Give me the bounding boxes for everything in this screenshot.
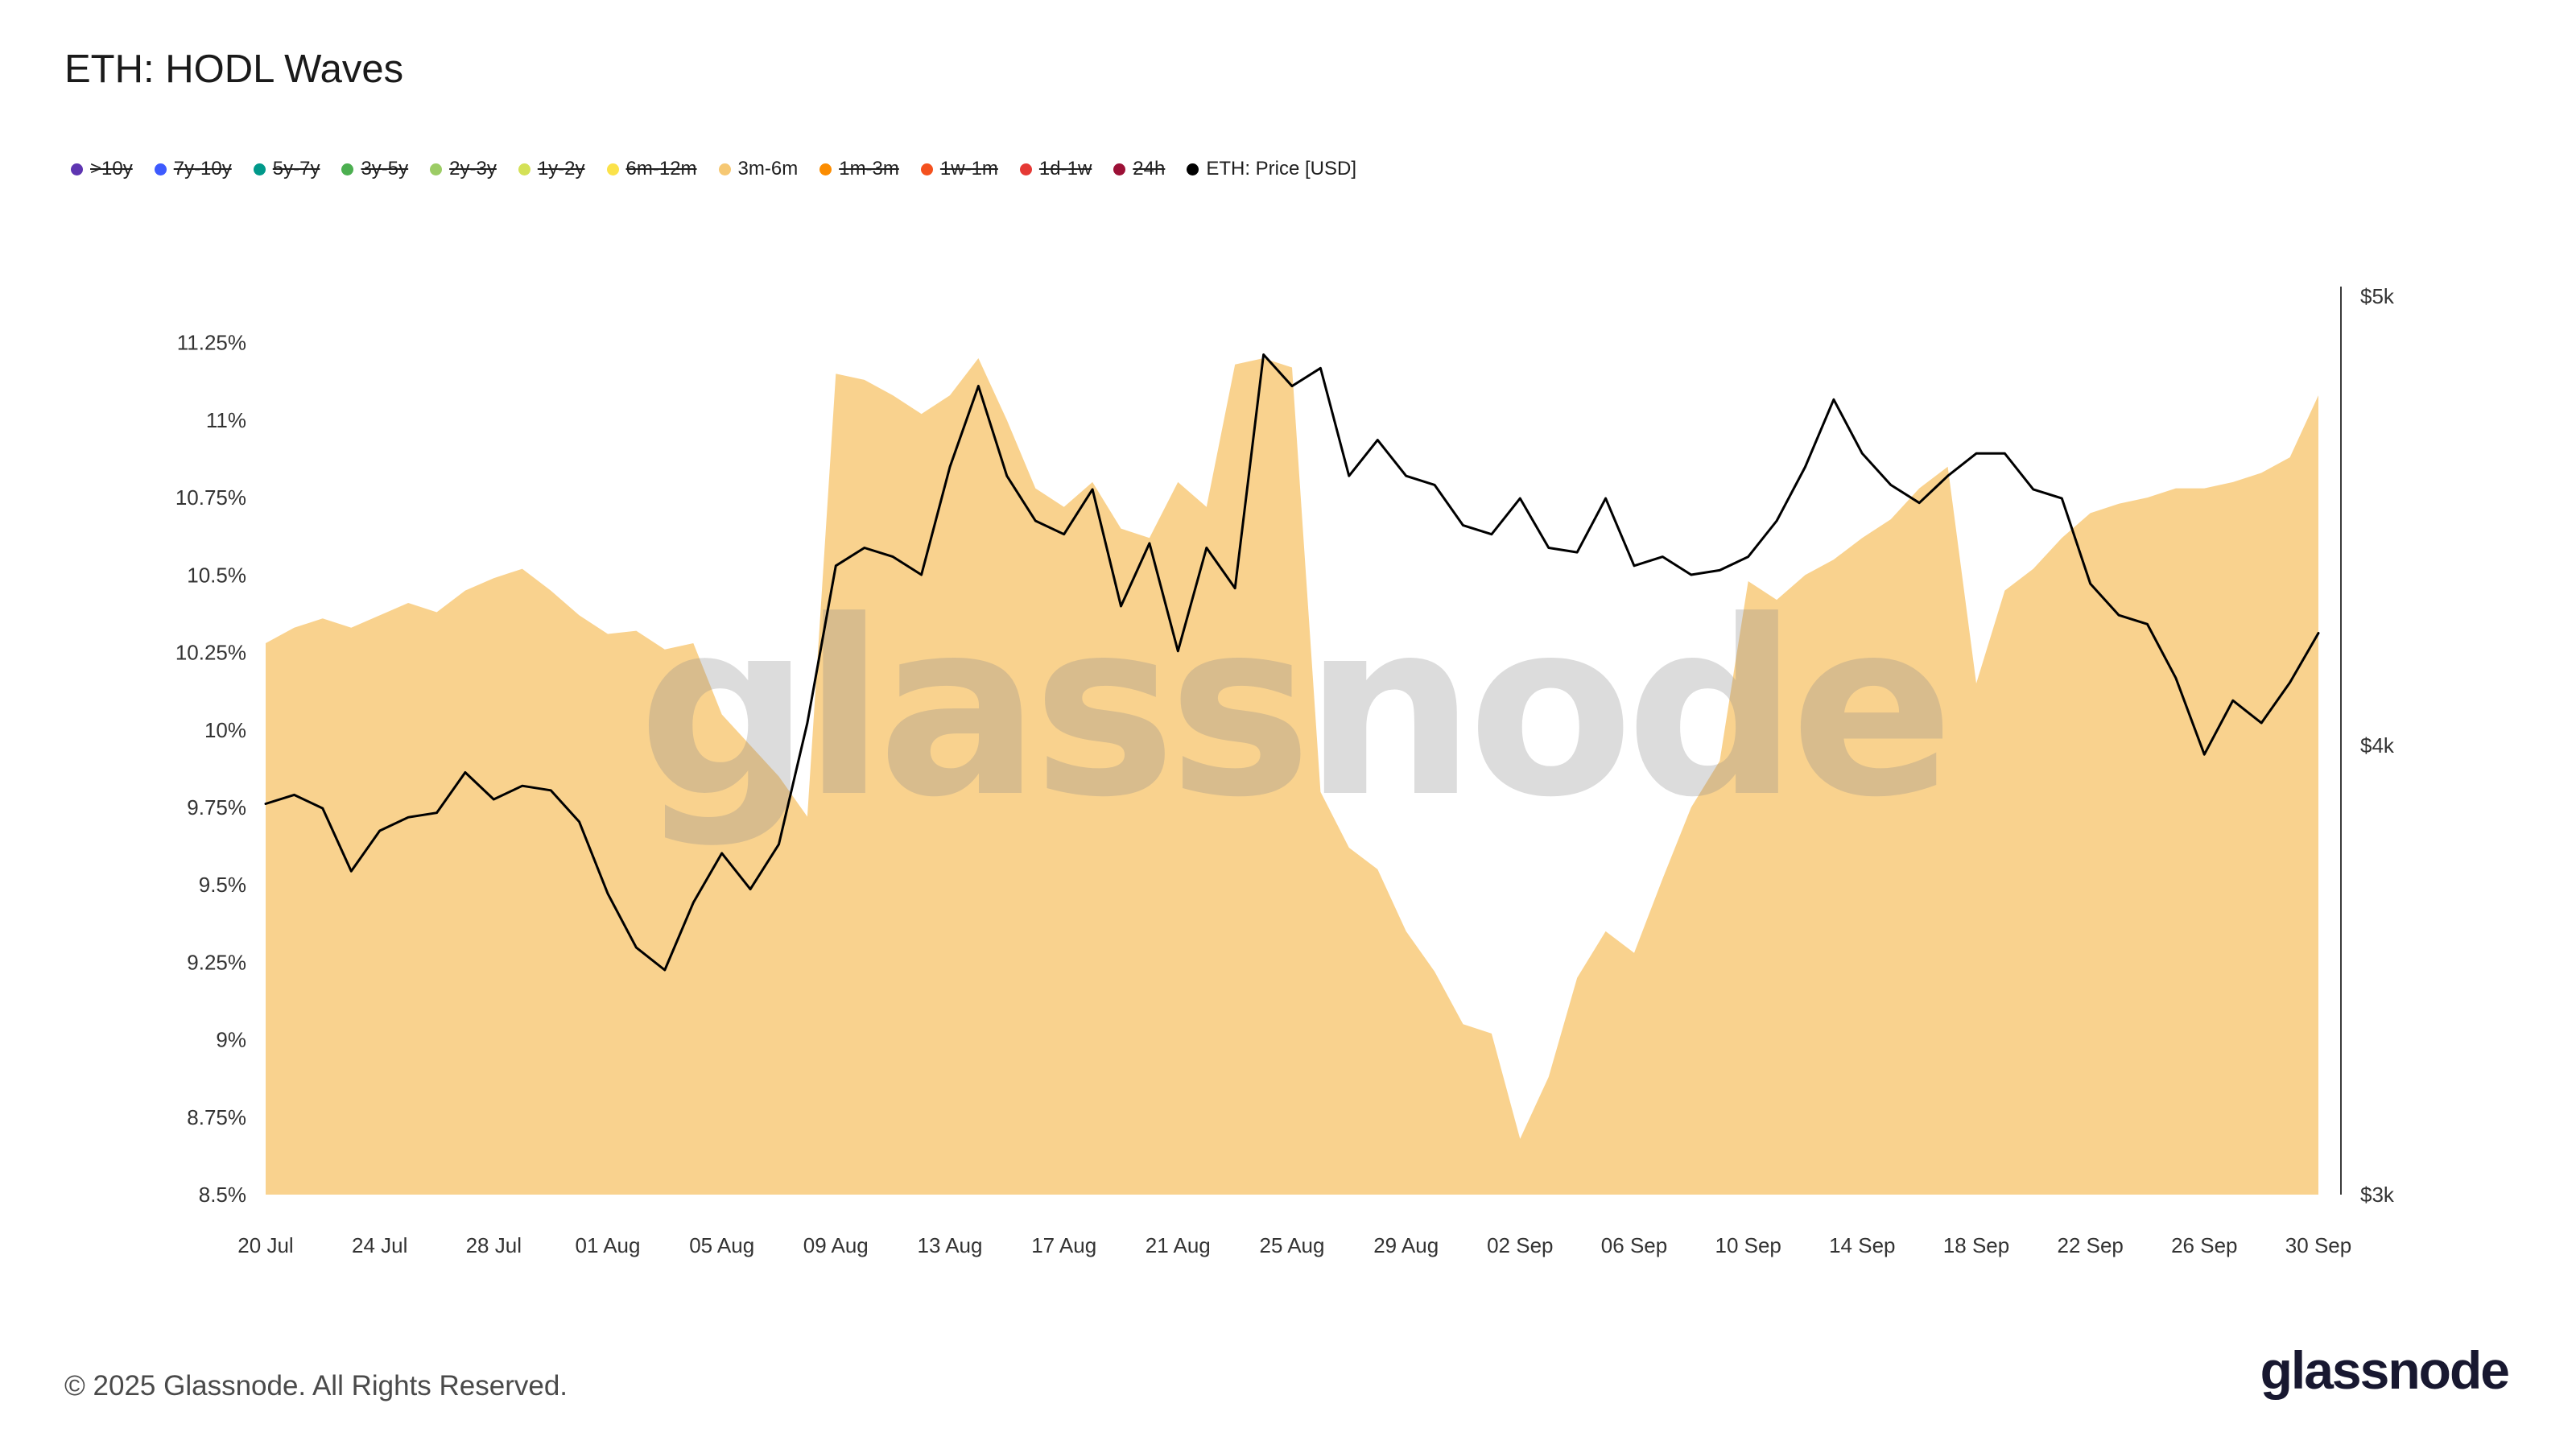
y-axis-right-tick-label: $5k [2360, 284, 2395, 308]
x-axis-tick-label: 21 Aug [1146, 1233, 1211, 1257]
y-axis-left-tick-label: 11% [206, 408, 246, 432]
x-axis-tick-label: 18 Sep [1943, 1233, 2009, 1257]
legend-label: 1m-3m [839, 158, 899, 180]
eth-price-line [264, 353, 2320, 972]
legend-label: 5y-7y [272, 158, 320, 180]
legend-item-6m-12m[interactable]: 6m-12m [606, 158, 697, 180]
legend-item-eth-price-usd[interactable]: ETH: Price [USD] [1187, 158, 1356, 180]
legend-color-dot-icon [1113, 163, 1126, 175]
legend-label: 7y-10y [173, 158, 232, 180]
legend-label: 1w-1m [939, 158, 998, 180]
x-axis-tick-label: 24 Jul [352, 1233, 407, 1257]
legend-label: 24h [1133, 158, 1166, 180]
legend-item-24h[interactable]: 24h [1113, 158, 1165, 180]
x-axis-tick-label: 17 Aug [1031, 1233, 1096, 1257]
legend-item-1m-3m[interactable]: 1m-3m [819, 158, 899, 180]
y-axis-left-tick-label: 9% [216, 1028, 246, 1052]
legend-item-2y-3y[interactable]: 2y-3y [430, 158, 497, 180]
glassnode-watermark: glassnode [638, 569, 1946, 850]
x-axis-tick-label: 01 Aug [576, 1233, 641, 1257]
x-axis-tick-label: 10 Sep [1715, 1233, 1781, 1257]
glassnode-logo: glassnode [2260, 1340, 2510, 1400]
x-axis-tick-label: 09 Aug [803, 1233, 869, 1257]
legend-item-1w-1m[interactable]: 1w-1m [920, 158, 998, 180]
legend-label: >10y [90, 158, 133, 180]
legend-color-dot-icon [606, 163, 619, 175]
y-axis-left-tick-label: 10.25% [175, 641, 246, 665]
legend-color-dot-icon [430, 163, 443, 175]
y-axis-right-tick-label: $4k [2360, 733, 2395, 758]
y-axis-left-tick-label: 10.75% [175, 485, 246, 510]
legend-item-10y[interactable]: >10y [71, 158, 133, 180]
legend-label: 1y-2y [537, 158, 585, 180]
legend-color-dot-icon [253, 163, 266, 175]
y-axis-left-tick-label: 9.5% [199, 873, 246, 897]
x-axis-tick-label: 29 Aug [1373, 1233, 1439, 1257]
legend-item-3y-5y[interactable]: 3y-5y [341, 158, 408, 180]
x-axis-tick-label: 14 Sep [1829, 1233, 1895, 1257]
legend-label: 1d-1w [1038, 158, 1092, 180]
y-axis-right-tick-label: $3k [2360, 1183, 2395, 1207]
y-axis-left-tick-label: 9.75% [187, 795, 246, 819]
x-axis-tick-label: 05 Aug [689, 1233, 754, 1257]
y-axis-left-tick-label: 8.75% [187, 1105, 246, 1129]
legend-color-dot-icon [819, 163, 832, 175]
x-axis-tick-label: 13 Aug [918, 1233, 983, 1257]
x-axis-tick-label: 02 Sep [1487, 1233, 1553, 1257]
x-axis-tick-label: 06 Sep [1601, 1233, 1667, 1257]
legend: >10y 7y-10y 5y-7y 3y-5y 2y-3y 1y-2y 6m-12m 3m-6… [71, 158, 1356, 180]
x-axis-tick-label: 20 Jul [237, 1233, 293, 1257]
x-axis-tick-label: 30 Sep [2285, 1233, 2351, 1257]
y-axis-left-tick-label: 10.5% [187, 563, 246, 587]
area-series-3m-6m [266, 358, 2318, 1195]
legend-color-dot-icon [1019, 163, 1032, 175]
legend-label: 3y-5y [361, 158, 409, 180]
legend-color-dot-icon [920, 163, 933, 175]
x-axis-tick-label: 25 Aug [1260, 1233, 1325, 1257]
legend-color-dot-icon [518, 163, 530, 175]
legend-item-5y-7y[interactable]: 5y-7y [253, 158, 320, 180]
legend-color-dot-icon [71, 163, 83, 175]
legend-label: 6m-12m [625, 158, 697, 180]
copyright-text: © 2025 Glassnode. All Rights Reserved. [64, 1370, 568, 1402]
page-title: ETH: HODL Waves [64, 47, 404, 91]
legend-item-1d-1w[interactable]: 1d-1w [1019, 158, 1092, 180]
y-axis-left-tick-label: 10% [204, 718, 246, 742]
legend-color-dot-icon [1187, 163, 1199, 175]
y-axis-left-tick-label: 11.25% [177, 331, 246, 355]
y-axis-left-tick-label: 9.25% [187, 950, 246, 974]
x-axis-tick-label: 26 Sep [2171, 1233, 2237, 1257]
legend-color-dot-icon [341, 163, 354, 175]
legend-label: 2y-3y [449, 158, 497, 180]
y-axis-left-tick-label: 8.5% [199, 1183, 246, 1207]
legend-item-7y-10y[interactable]: 7y-10y [154, 158, 232, 180]
legend-label: ETH: Price [USD] [1206, 158, 1357, 180]
x-axis-tick-label: 28 Jul [466, 1233, 522, 1257]
legend-item-3m-6m[interactable]: 3m-6m [718, 158, 799, 180]
legend-item-1y-2y[interactable]: 1y-2y [518, 158, 585, 180]
legend-color-dot-icon [718, 163, 731, 175]
legend-color-dot-icon [154, 163, 167, 175]
legend-label: 3m-6m [737, 158, 799, 180]
x-axis-tick-label: 22 Sep [2057, 1233, 2123, 1257]
